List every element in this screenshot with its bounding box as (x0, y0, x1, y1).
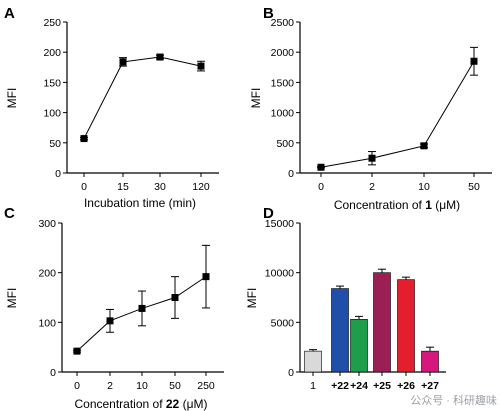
panel-b-x-title-part: μ (439, 198, 446, 212)
panel-a-y-tick-label: 150 (43, 77, 61, 89)
panel-a-x-title: Incubation time (min) (84, 196, 196, 210)
panel-b-x-tick-label: 0 (318, 181, 324, 193)
panel-c-x-title-part: 22 (166, 397, 180, 411)
panel-a-y-tick-label: 200 (43, 47, 61, 59)
panel-c-x-tick-label: 50 (169, 380, 181, 392)
panel-d-letter: D (263, 205, 274, 222)
panel-b-x-tick-label: 50 (468, 181, 480, 193)
panel-c-x-tick-label: 2 (107, 380, 113, 392)
panel-a-letter: A (4, 5, 15, 22)
panel-c-data-point (73, 347, 81, 355)
panel-c-y-tick-label: 100 (38, 317, 56, 329)
panel-c-y-tick-label: 0 (50, 367, 56, 379)
panel-a-y-tick-label: 250 (43, 17, 61, 29)
panel-b-letter: B (263, 5, 274, 22)
panel-d-bar (373, 272, 391, 373)
panel-d-bar (304, 350, 322, 373)
panel-a-data-point (197, 62, 205, 70)
panel-c-y-title: MFI (5, 288, 19, 309)
panel-c-x-title-part: μ (187, 397, 194, 411)
panel-b-y-tick-label: 2000 (271, 47, 295, 59)
panel-b-y-tick-label: 1000 (271, 108, 295, 120)
panel-b-x-tick-label: 2 (369, 181, 375, 193)
panel-c-x-title-part: M) (194, 397, 208, 411)
panel-a-series-line (83, 56, 202, 139)
panel-c-y-tick-label: 300 (38, 218, 56, 230)
panel-b-x-tick-label: 10 (418, 181, 430, 193)
panel-c-letter: C (4, 205, 15, 222)
panel-c-data-point (138, 304, 146, 312)
panel-d-x-tick-label: +22 (331, 380, 349, 392)
panel-c-x-tick-label: 10 (136, 380, 148, 392)
panel-d-y-tick-label: 0 (288, 367, 294, 379)
panel-d-y-tick-label: 10000 (265, 268, 294, 280)
panel-c-x-title-part: Concentration of (74, 397, 165, 411)
panel-d-x-tick-label: +26 (397, 380, 415, 392)
panel-d-y-title: MFI (245, 288, 259, 309)
panel-b-data-point (470, 57, 478, 65)
panel-b-data-point (420, 142, 428, 150)
panel-d-bar (350, 319, 368, 373)
panel-c-x-title-part: ( (179, 397, 186, 411)
panel-d-bar (421, 350, 439, 373)
panel-d-bar (397, 279, 415, 373)
panel-a-y-tick-label: 50 (49, 138, 61, 150)
panel-b-x-title-part: M) (446, 198, 460, 212)
panel-a-y-title: MFI (5, 88, 19, 109)
panel-d-x-tick-label: +24 (350, 380, 368, 392)
panel-a-x-tick-label: 30 (154, 181, 166, 193)
panel-a-y-tick-label: 0 (55, 168, 61, 180)
panel-c-x-tick-label: 250 (197, 380, 215, 392)
watermark-text: 公众号 · 科研趣味 (410, 393, 497, 407)
panel-a-data-point (80, 135, 88, 143)
panel-c-data-point (171, 294, 179, 301)
panel-b-x-title-part: 1 (425, 198, 432, 212)
panel-d-y-tick-label: 5000 (271, 317, 295, 329)
panel-c-data-point (106, 317, 114, 325)
panel-b-data-point (368, 154, 376, 162)
panel-c-x-title: Concentration of 22 (μM) (74, 397, 207, 411)
panel-a-y-tick-label: 100 (43, 108, 61, 120)
panel-d-x-tick-label: +25 (373, 380, 391, 392)
panel-c-data-point (202, 273, 210, 281)
panel-b-x-title-part: Concentration of (334, 198, 425, 212)
panel-c-x-tick-label: 0 (74, 380, 80, 392)
panel-b-data-point (317, 163, 325, 171)
panel-a-x-tick-label: 0 (81, 181, 87, 193)
panel-d-x-tick-label: 1 (310, 380, 316, 392)
panel-d-y-tick-label: 15000 (265, 218, 294, 230)
panel-b-x-title: Concentration of 1 (μM) (334, 198, 460, 212)
panel-b-series-line (320, 61, 475, 168)
panel-b-y-title: MFI (249, 88, 263, 109)
panel-c-y-tick-label: 200 (38, 268, 56, 280)
panel-b-y-tick-label: 2500 (271, 17, 295, 29)
panel-a-data-point (119, 58, 127, 66)
panel-a-x-tick-label: 15 (117, 181, 129, 193)
panel-b-y-tick-label: 0 (288, 168, 294, 180)
panel-a-data-point (156, 53, 164, 61)
panel-a-x-tick-label: 120 (192, 181, 210, 193)
panel-b-y-tick-label: 1500 (271, 77, 295, 89)
panel-d-bar (331, 288, 349, 373)
panel-d-x-tick-label: +27 (421, 380, 439, 392)
panel-b-y-tick-label: 500 (276, 138, 294, 150)
panel-b-x-title-part: ( (432, 198, 439, 212)
